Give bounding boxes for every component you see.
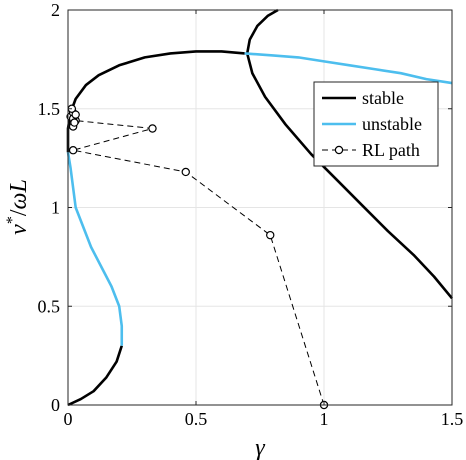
data-point: [70, 118, 79, 127]
series-line: [245, 8, 454, 300]
ticks: 0 0.5 1 1.5 0 0.5 1 1.5 2: [38, 0, 464, 429]
y-tick-label: 0: [51, 395, 60, 415]
x-tick-label: 0: [64, 409, 73, 429]
y-tick-label: 2: [51, 0, 60, 20]
series-line: [66, 151, 124, 346]
x-tick-label: 1.5: [441, 409, 464, 429]
legend-marker: [334, 145, 344, 155]
series-line: [67, 345, 123, 407]
series-line: [244, 52, 453, 85]
x-tick-label: 0.5: [185, 409, 208, 429]
y-tick-label: 1.5: [38, 99, 61, 119]
legend: stable unstable RL path: [313, 81, 439, 167]
series-layer: [66, 8, 454, 410]
x-axis-label: γ: [255, 435, 265, 460]
legend-label: stable: [362, 88, 404, 108]
data-point: [181, 167, 190, 177]
series-unstable: [66, 52, 453, 346]
y-axis-label: v*/ωL: [4, 179, 32, 235]
data-point: [266, 230, 275, 240]
y-tick-label: 0.5: [38, 296, 61, 316]
legend-label: unstable: [362, 114, 422, 134]
data-point: [71, 110, 80, 119]
data-point: [148, 124, 157, 133]
legend-label: RL path: [362, 140, 420, 160]
x-tick-label: 1: [320, 409, 329, 429]
y-tick-label: 1: [51, 198, 60, 218]
data-point: [68, 146, 78, 155]
